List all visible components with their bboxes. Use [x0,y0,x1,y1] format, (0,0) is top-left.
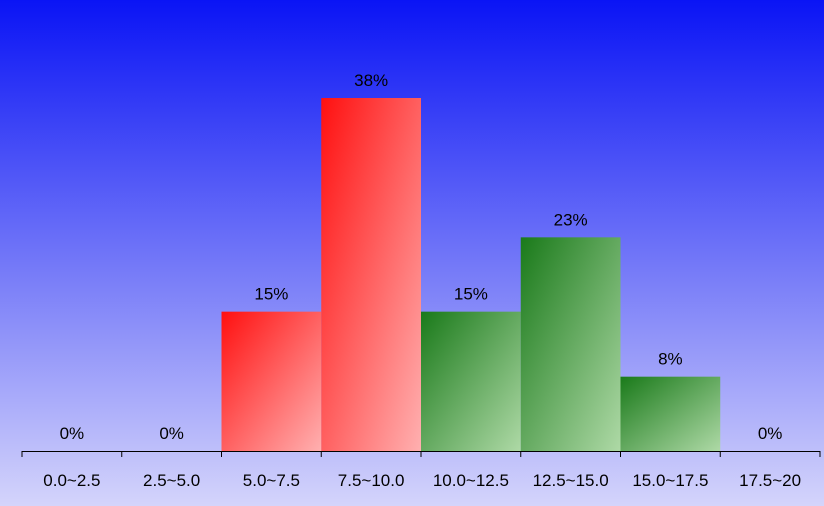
x-axis [21,451,821,457]
x-tick-label-6: 15.0~17.5 [632,471,708,490]
bar-6 [620,376,721,451]
bar-3 [321,98,421,451]
x-tick-label-1: 2.5~5.0 [143,471,200,490]
value-label-5: 23% [554,210,588,229]
value-label-0: 0% [60,424,85,443]
x-tick-label-2: 5.0~7.5 [243,471,300,490]
x-tick-label-4: 10.0~12.5 [433,471,509,490]
bar-5 [520,237,621,451]
value-label-2: 15% [254,285,288,304]
value-label-6: 8% [658,350,683,369]
bar-4 [421,311,521,451]
value-label-3: 38% [354,71,388,90]
bar-2 [221,311,322,451]
value-label-7: 0% [758,424,783,443]
x-tick-label-0: 0.0~2.5 [43,471,100,490]
value-labels-group: 0% 0% 15% 38% 15% 23% 8% 0% [60,71,783,443]
bars-group [221,98,721,451]
value-label-4: 15% [454,285,488,304]
x-tick-labels-group: 0.0~2.5 2.5~5.0 5.0~7.5 7.5~10.0 10.0~12.5 12… [43,471,801,490]
value-label-1: 0% [159,424,184,443]
x-tick-label-5: 12.5~15.0 [533,471,609,490]
x-tick-label-7: 17.5~20 [739,471,801,490]
x-tick-label-3: 7.5~10.0 [338,471,405,490]
